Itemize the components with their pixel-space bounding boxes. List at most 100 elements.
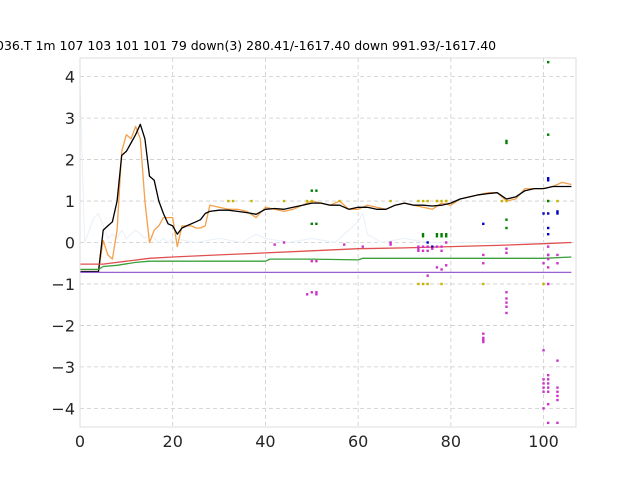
scatter-point [542, 382, 545, 385]
scatter-point [482, 338, 485, 342]
scatter-point [389, 243, 392, 246]
scatter-point [505, 305, 508, 308]
scatter-point [546, 378, 550, 381]
series-line [79, 84, 567, 243]
scatter-point [542, 212, 545, 215]
scatter-point [546, 386, 550, 389]
scatter-point [435, 233, 439, 236]
scatter-point [440, 199, 443, 203]
scatter-point [542, 386, 545, 389]
scatter-point [556, 359, 559, 362]
scatter-point [361, 245, 364, 248]
x-tick-label: 80 [441, 432, 461, 451]
scatter-point [273, 243, 276, 246]
scatter-point [315, 189, 318, 192]
scatter-point [440, 233, 443, 236]
scatter-point [310, 189, 313, 192]
x-tick-label: 100 [528, 432, 559, 451]
scatter-point [546, 199, 550, 203]
scatter-point [421, 235, 425, 238]
scatter-point [546, 373, 550, 377]
scatter-point [482, 282, 485, 286]
scatter-point [445, 264, 448, 267]
scatter-point [546, 177, 550, 180]
scatter-points [227, 60, 559, 425]
scatter-point [426, 241, 429, 244]
scatter-point [546, 257, 550, 261]
scatter-point [482, 336, 485, 340]
scatter-point [426, 249, 429, 252]
scatter-point [542, 378, 545, 381]
scatter-point [315, 259, 318, 263]
scatter-point [556, 386, 559, 389]
scatter-point [417, 282, 420, 286]
scatter-point [310, 291, 313, 294]
scatter-point [445, 199, 448, 203]
scatter-point [315, 293, 318, 296]
scatter-point [426, 245, 429, 248]
y-tick-label: 0 [65, 234, 75, 253]
scatter-point [542, 349, 545, 352]
scatter-point [445, 235, 448, 238]
scatter-point [440, 245, 443, 248]
scatter-point [431, 245, 434, 248]
series-line [80, 241, 572, 265]
scatter-point [426, 199, 429, 203]
scatter-point [421, 282, 425, 286]
x-axis-ticks: 0 20 40 60 80 100 [75, 432, 559, 451]
scatter-point [431, 247, 434, 250]
scatter-point [546, 266, 550, 269]
x-tick-label: 0 [75, 432, 85, 451]
scatter-point [505, 247, 508, 250]
scatter-point [426, 282, 429, 286]
scatter-point [546, 253, 550, 257]
series-line [80, 123, 572, 273]
x-tick-label: 40 [255, 432, 275, 451]
scatter-point [421, 199, 425, 203]
scatter-point [556, 253, 559, 257]
x-tick-label: 20 [163, 432, 183, 451]
scatter-point [482, 340, 485, 344]
scatter-point [417, 247, 420, 250]
scatter-point [482, 222, 485, 226]
y-tick-label: −3 [51, 358, 75, 377]
scatter-point [556, 421, 559, 425]
scatter-point [421, 233, 425, 236]
scatter-point [505, 311, 508, 315]
scatter-point [445, 233, 448, 236]
scatter-point [227, 199, 230, 203]
scatter-point [546, 233, 550, 236]
scatter-point [282, 199, 286, 203]
scatter-point [435, 266, 439, 269]
scatter-point [556, 398, 559, 402]
scatter-point [310, 222, 313, 226]
scatter-point [421, 249, 425, 252]
scatter-point [482, 332, 485, 335]
scatter-point [546, 212, 550, 215]
y-tick-label: 2 [65, 151, 75, 170]
scatter-point [315, 222, 318, 226]
scatter-point [417, 249, 420, 252]
scatter-point [310, 199, 313, 203]
scatter-point [505, 218, 508, 221]
scatter-point [417, 245, 420, 248]
scatter-point [389, 199, 392, 203]
scatter-point [546, 133, 550, 136]
scatter-point [505, 291, 508, 294]
y-tick-label: 3 [65, 109, 75, 128]
scatter-point [546, 282, 550, 286]
scatter-point [440, 268, 443, 271]
scatter-point [556, 390, 559, 393]
scatter-point [440, 282, 443, 286]
scatter-point [282, 241, 286, 244]
scatter-point [231, 199, 235, 203]
y-tick-label: 1 [65, 192, 75, 211]
chart-title: 036.T 1m 107 103 101 101 79 down(3) 280.… [0, 38, 496, 53]
scatter-point [338, 199, 341, 203]
series-line [80, 256, 572, 271]
scatter-point [505, 251, 508, 255]
y-axis-ticks: 4 3 2 1 0 −1 −2 −3 −4 [51, 68, 75, 419]
scatter-point [445, 241, 448, 244]
scatter-point [505, 226, 508, 230]
